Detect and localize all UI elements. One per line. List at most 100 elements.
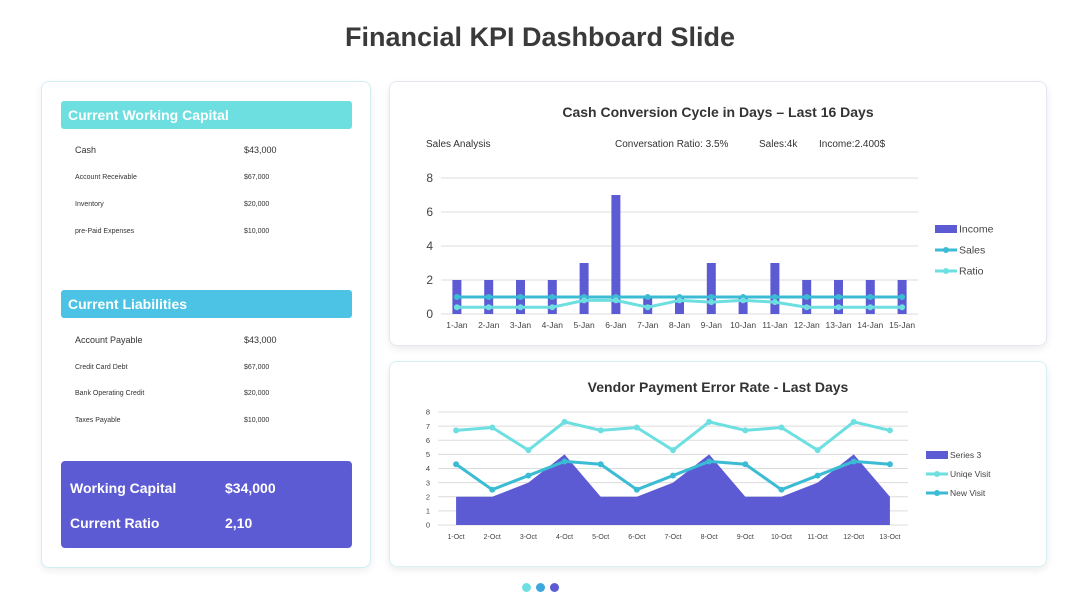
y-tick-label: 5	[426, 450, 430, 459]
item-label: Cash	[75, 145, 97, 155]
bar	[675, 297, 684, 314]
vendor-error-chart: 0 1 2 3 4 5 6 7 8 1-Oct 2-Oct 3-Oct 4-Oct 5-Oct 6-Oct 7…	[426, 408, 991, 541]
data-point	[489, 486, 496, 493]
working-capital-value: $34,000	[225, 480, 276, 496]
x-tick-label: 9-Oct	[737, 534, 754, 541]
data-point	[549, 294, 556, 300]
data-point	[612, 297, 619, 304]
page-dot-active[interactable]	[550, 583, 559, 592]
y-tick-label: 4	[426, 464, 430, 473]
y-tick-label: 0	[426, 307, 433, 321]
y-tick-label: 2	[426, 492, 430, 501]
pagination-dots	[522, 583, 562, 593]
x-tick-label: 6-Oct	[628, 534, 645, 541]
data-point	[489, 424, 496, 431]
x-tick-label: 1-Jan	[446, 320, 468, 330]
data-point	[633, 486, 640, 493]
x-tick-label: 8-Jan	[669, 320, 691, 330]
data-point	[517, 294, 524, 300]
legend-label: New Visit	[950, 488, 986, 498]
y-tick-label: 0	[426, 521, 430, 530]
data-point	[597, 427, 604, 434]
y-tick-label: 8	[426, 171, 433, 185]
data-point	[453, 304, 460, 311]
list-item: pre-Paid Expenses $10,000	[75, 228, 335, 242]
bar	[611, 195, 621, 314]
page-dot[interactable]	[536, 583, 545, 592]
x-tick-label: 4-Jan	[542, 320, 564, 330]
item-value: $10,000	[244, 228, 270, 235]
data-point	[771, 299, 778, 306]
area-series	[456, 454, 890, 525]
item-value: $43,000	[244, 145, 277, 155]
data-point	[771, 294, 778, 300]
bar	[770, 263, 780, 314]
x-tick-label: 13-Jan	[826, 320, 852, 330]
item-label: pre-Paid Expenses	[75, 228, 135, 235]
data-point	[886, 427, 893, 434]
item-label: Account Receivable	[75, 174, 137, 181]
data-point	[561, 458, 568, 465]
data-point	[706, 418, 713, 425]
data-point	[708, 299, 715, 306]
list-item: Bank Operating Credit $20,000	[75, 390, 335, 404]
working-capital-label: Working Capital	[70, 480, 177, 496]
data-point	[670, 472, 676, 479]
data-point	[778, 486, 785, 493]
data-point	[835, 294, 842, 300]
data-point	[453, 461, 460, 468]
data-point	[676, 297, 683, 304]
y-tick-label: 2	[426, 273, 433, 287]
sales-stat: Sales:4k	[759, 139, 798, 150]
data-point	[706, 458, 713, 465]
data-point	[814, 472, 821, 479]
x-tick-label: 9-Jan	[701, 320, 723, 330]
data-point	[850, 458, 857, 465]
cash-conversion-card: Cash Conversion Cycle in Days – Last 16 …	[389, 81, 1047, 346]
cash-conversion-chart: 0 2 4 6 8 1-Jan 2-Jan 3-Jan 4-Jan 5-Jan 6-Jan 7-Jan…	[426, 171, 994, 330]
x-tick-label: 8-Oct	[701, 534, 718, 541]
x-tick-label: 11-Oct	[807, 534, 828, 541]
item-label: Inventory	[75, 201, 104, 208]
y-tick-label: 4	[426, 239, 433, 253]
x-tick-label: 15-Jan	[889, 320, 915, 330]
vendor-error-title: Vendor Payment Error Rate - Last Days	[587, 379, 849, 395]
y-tick-label: 3	[426, 478, 430, 487]
x-tick-label: 7-Jan	[637, 320, 659, 330]
data-point	[644, 304, 651, 311]
data-point	[867, 304, 874, 311]
x-tick-label: 12-Oct	[843, 534, 864, 541]
list-item: Credit Card Debt $67,000	[75, 364, 335, 378]
data-point	[778, 424, 785, 431]
x-tick-label: 2-Jan	[478, 320, 500, 330]
x-tick-label: 6-Jan	[605, 320, 627, 330]
x-tick-label: 1-Oct	[448, 534, 465, 541]
x-tick-label: 7-Oct	[664, 534, 681, 541]
data-point	[581, 297, 588, 304]
page-dot[interactable]	[522, 583, 531, 592]
data-point	[633, 424, 640, 431]
legend-marker	[943, 268, 949, 274]
y-tick-label: 7	[426, 422, 430, 431]
x-tick-label: 13-Oct	[879, 534, 900, 541]
x-tick-label: 12-Jan	[794, 320, 820, 330]
legend-marker	[934, 471, 940, 477]
data-point	[803, 294, 810, 300]
legend-swatch	[935, 225, 957, 233]
item-value: $67,000	[244, 174, 270, 181]
legend-label: Ratio	[959, 266, 984, 278]
working-capital-panel: Current Working Capital Cash $43,000 Acc…	[41, 81, 371, 568]
data-point	[742, 427, 749, 434]
data-point	[517, 304, 524, 311]
item-label: Taxes Payable	[75, 417, 121, 424]
data-point	[670, 447, 676, 454]
item-value: $43,000	[244, 335, 277, 345]
data-point	[485, 294, 492, 300]
item-value: $67,000	[244, 364, 270, 371]
item-value: $20,000	[244, 201, 270, 208]
legend-label: Income	[959, 224, 994, 236]
item-value: $10,000	[244, 417, 270, 424]
data-point	[485, 304, 492, 311]
data-point	[525, 472, 532, 479]
data-point	[644, 294, 651, 300]
